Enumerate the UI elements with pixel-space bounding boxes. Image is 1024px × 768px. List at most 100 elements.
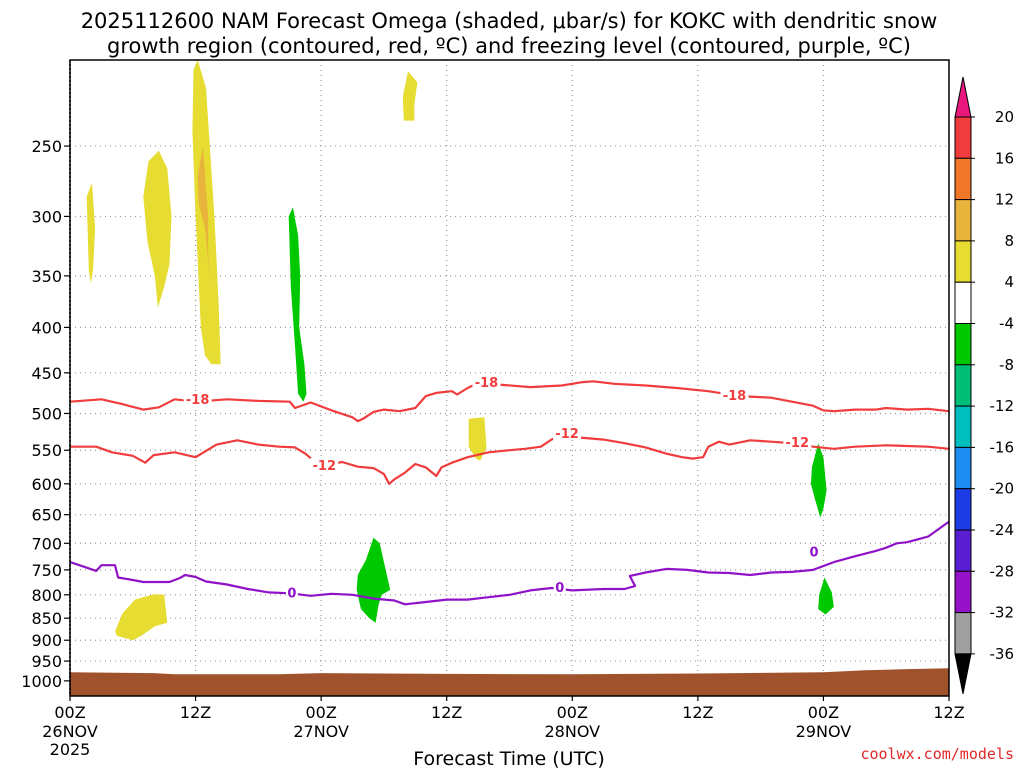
omega-region-green-600-71z (810, 443, 827, 518)
colorbar-label: -36 (990, 645, 1015, 663)
y-axis: 250 300 350 400 450 500 550 600 650 700 750 800 850 9… (21, 137, 70, 691)
x-tick-label-line1: 00Z (808, 703, 839, 722)
contour-label-dendritic-bottom-minus12: -12 (555, 427, 579, 442)
omega-region-green-780-29z (356, 537, 391, 623)
colorbar-label: -24 (990, 521, 1015, 539)
colorbar: 20 16 12 8 4 -4 -8 -12 -16 -20 -24 -28 -32 -36 (954, 76, 1015, 694)
colorbar-swatch (954, 323, 972, 366)
colorbar-bottom-triangle (954, 653, 972, 694)
colorbar-swatch (954, 529, 972, 572)
colorbar-label: 8 (1004, 232, 1014, 250)
colorbar-swatch (954, 281, 972, 325)
colorbar-swatch (954, 612, 972, 655)
contour-label-freezing-level-0: 0 (555, 581, 564, 596)
omega-region-yellow-850-05z (115, 594, 168, 641)
x-tick-label-line3: 2025 (50, 740, 91, 759)
omega-region-yellow-550-38z (468, 417, 487, 461)
colorbar-label: -12 (990, 397, 1015, 415)
contour-label-bg (183, 392, 212, 407)
y-tick-label: 450 (31, 364, 62, 383)
colorbar-label: 20 (995, 108, 1014, 126)
colorbar-label: -4 (999, 315, 1014, 333)
contour-label-bg (720, 388, 749, 403)
colorbar-label: 12 (995, 191, 1014, 209)
contour-lines: -18 -18 -18 -12 -12 -12 0 0 0 (70, 374, 949, 606)
y-tick-label: 250 (31, 137, 62, 156)
colorbar-label: -8 (999, 356, 1014, 374)
omega-shading (86, 60, 834, 641)
y-tick-label: 300 (31, 207, 62, 226)
contour-label-dendritic-bottom-minus12: -12 (313, 459, 337, 474)
y-tick-label: 350 (31, 267, 62, 286)
omega-region-yellow-strip-300 (86, 182, 96, 284)
chart-title-line1: 2025112600 NAM Forecast Omega (shaded, μ… (81, 9, 938, 33)
colorbar-swatch (954, 446, 972, 490)
contour-label-bg (783, 435, 812, 450)
colorbar-swatch (954, 488, 972, 531)
y-tick-label: 500 (31, 404, 62, 423)
colorbar-swatch (954, 570, 972, 614)
colorbar-label: -16 (990, 438, 1015, 456)
y-tick-label: 750 (31, 561, 62, 580)
omega-region-yellow-blob-300 (143, 150, 172, 308)
x-tick-label-line1: 00Z (54, 703, 85, 722)
omega-region-orange-core-12z (197, 146, 211, 282)
colorbar-label: -28 (990, 562, 1015, 580)
x-tick-label-line1: 00Z (305, 703, 336, 722)
x-tick-label-line2: 28NOV (544, 722, 600, 741)
colorbar-swatch (954, 199, 972, 242)
terrain-layer (70, 668, 949, 696)
contour-label-bg (310, 458, 339, 473)
contour-label-bg (553, 425, 582, 440)
credit-text: coolwx.com/models (860, 745, 1014, 763)
contour-label-bg (553, 579, 566, 594)
omega-region-yellow-top-16z (402, 71, 418, 121)
x-tick-label-line2: 26NOV (42, 722, 98, 741)
contour-label-dendritic-top-minus18: -18 (475, 376, 499, 391)
x-tick-label-line1: 12Z (933, 703, 964, 722)
y-tick-label: 900 (31, 631, 62, 650)
colorbar-swatch (954, 240, 972, 283)
colorbar-swatch (954, 405, 972, 448)
contour-label-dendritic-top-minus18: -18 (186, 393, 210, 408)
contour-label-bg (285, 585, 298, 600)
y-tick-label: 700 (31, 534, 62, 553)
plot-frame (69, 59, 950, 697)
plot-area: -18 -18 -18 -12 -12 -12 0 0 0 (69, 59, 950, 697)
y-tick-label: 850 (31, 609, 62, 628)
x-tick-label-line1: 12Z (682, 703, 713, 722)
terrain-surface (70, 668, 949, 696)
colorbar-swatch (954, 157, 972, 201)
x-tick-label-line1: 00Z (557, 703, 588, 722)
colorbar-label: -20 (990, 480, 1015, 498)
x-tick-label-line2: 27NOV (293, 722, 349, 741)
omega-region-green-350-21z (288, 207, 307, 402)
omega-region-green-810-72z (818, 577, 834, 615)
y-tick-label: 400 (31, 318, 62, 337)
contour-freezing-level-0 (70, 520, 949, 606)
colorbar-swatch (954, 364, 972, 407)
y-tick-label: 950 (31, 652, 62, 671)
x-tick-label-line1: 12Z (431, 703, 462, 722)
contour-label-freezing-level-0: 0 (809, 546, 818, 561)
contour-label-bg (808, 544, 821, 559)
x-tick-label-line2: 29NOV (796, 722, 852, 741)
y-tick-label: 800 (31, 586, 62, 605)
x-tick-label-line1: 12Z (180, 703, 211, 722)
x-axis-label: Forecast Time (UTC) (413, 748, 604, 768)
colorbar-label: 16 (995, 149, 1014, 167)
contour-dendritic-bottom-minus12 (70, 433, 949, 485)
chart-title-line2: growth region (contoured, red, ºC) and f… (107, 34, 911, 58)
contour-label-dendritic-top-minus18: -18 (723, 389, 747, 404)
y-tick-label: 600 (31, 475, 62, 494)
y-tick-label: 550 (31, 441, 62, 460)
contour-label-dendritic-bottom-minus12: -12 (786, 436, 810, 451)
y-tick-label: 650 (31, 506, 62, 525)
y-tick-label: 1000 (21, 672, 62, 691)
contour-label-bg (472, 374, 501, 389)
contour-label-freezing-level-0: 0 (287, 586, 296, 601)
colorbar-swatch (954, 116, 972, 159)
colorbar-label: 4 (1004, 273, 1014, 291)
